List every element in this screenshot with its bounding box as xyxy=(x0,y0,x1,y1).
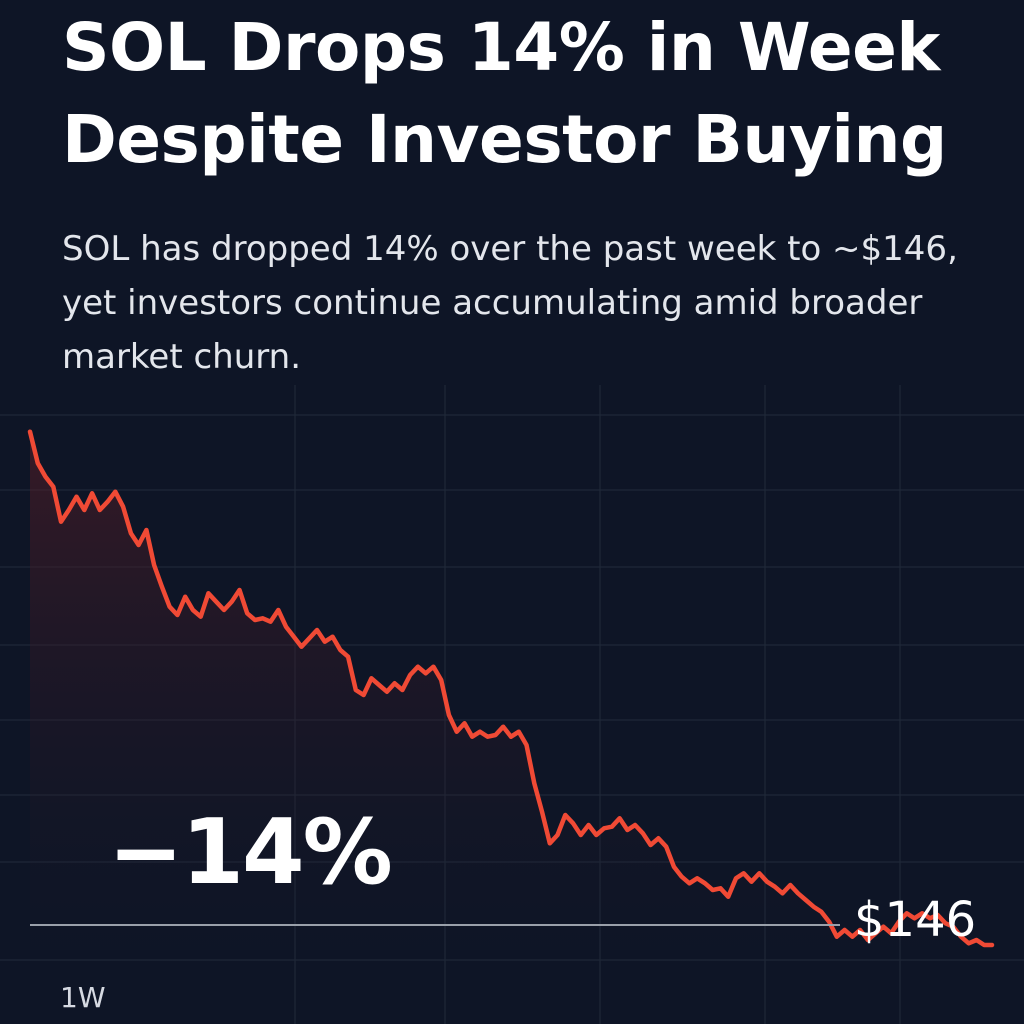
period-label: 1W xyxy=(60,981,106,1014)
headline-line-1: SOL Drops 14% in Week xyxy=(62,9,940,86)
price-area-fill xyxy=(30,431,992,1010)
last-price-label: $146 xyxy=(854,892,977,948)
subtitle: SOL has dropped 14% over the past week t… xyxy=(62,229,958,377)
headline: SOL Drops 14% in Week Despite Investor B… xyxy=(62,2,1022,186)
change-label: −14% xyxy=(108,800,393,905)
headline-line-2: Despite Investor Buying xyxy=(62,101,947,178)
price-line xyxy=(27,429,995,948)
